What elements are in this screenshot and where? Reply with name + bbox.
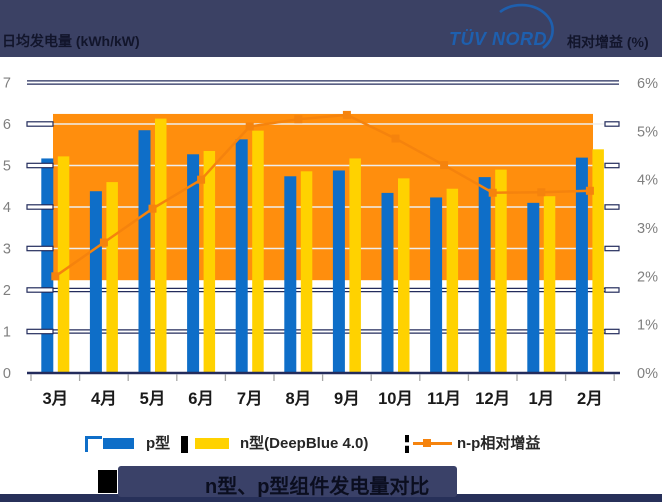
month-label: 8月: [285, 389, 311, 408]
right-axis-title: 相对增益 (%): [567, 34, 649, 50]
right-axis-tick: [604, 121, 620, 127]
right-axis-tick: [604, 204, 620, 210]
legend-n-swatch: [195, 438, 229, 449]
legend-corner-bracket-icon: [85, 436, 102, 452]
p-bar: [235, 139, 248, 373]
n-bar: [106, 182, 118, 373]
left-axis-tick: [26, 328, 54, 335]
p-bar: [575, 157, 588, 373]
p-bar: [430, 197, 443, 373]
left-axis-tick: [26, 204, 54, 210]
left-axis-label: 6: [3, 117, 11, 133]
n-bar: [57, 156, 70, 373]
legend-p-swatch: [103, 438, 134, 449]
left-axis-label: 7: [3, 76, 11, 92]
n-bar: [543, 196, 556, 373]
month-label: 6月: [188, 389, 214, 408]
p-bar: [138, 130, 151, 373]
right-axis-label: 6%: [637, 76, 658, 92]
month-label: 9月: [334, 389, 360, 408]
month-label: 2月: [577, 389, 603, 408]
n-bar: [349, 158, 361, 373]
legend-gain-marker-icon: [423, 439, 431, 447]
gain-marker: [440, 161, 449, 170]
left-axis-title: 日均发电量 (kWh/kW): [2, 33, 140, 49]
month-label: 12月: [475, 389, 510, 408]
gain-marker: [537, 188, 546, 197]
left-axis-label: 0: [3, 366, 11, 382]
right-axis-label: 3%: [637, 221, 658, 237]
left-axis-label: 4: [3, 200, 11, 216]
left-axis-tick: [26, 121, 54, 127]
n-bar: [592, 149, 604, 373]
right-axis-tick: [604, 287, 620, 293]
gain-marker: [488, 188, 497, 197]
gain-marker: [294, 115, 303, 124]
p-bar: [41, 158, 54, 373]
month-label: 7月: [237, 389, 263, 408]
tuv-nord-logo: TÜV NORD: [449, 29, 547, 49]
gain-marker: [391, 134, 400, 143]
right-axis-label: 0%: [637, 366, 658, 382]
right-axis-label: 2%: [637, 269, 658, 285]
logo-arc-path: [499, 3, 554, 50]
title-bar: [118, 466, 457, 497]
p-bar: [381, 192, 394, 373]
left-axis-label: 3: [3, 242, 11, 258]
right-axis-tick: [604, 328, 620, 335]
left-axis-label: 1: [3, 325, 11, 341]
n-bar: [300, 171, 313, 373]
month-label: 4月: [91, 389, 117, 408]
gain-marker: [585, 186, 594, 195]
gain-marker: [99, 238, 108, 247]
bottom-strip: [0, 494, 662, 502]
p-bar: [284, 176, 297, 373]
legend-gain-line-icon: [413, 442, 452, 445]
gain-line: [54, 113, 590, 278]
legend-n-label: n型(DeepBlue 4.0): [240, 435, 369, 452]
title-black-square: [98, 470, 117, 493]
n-bar: [398, 178, 410, 373]
p-bar: [89, 191, 102, 373]
p-bar: [527, 202, 540, 373]
legend-p-label: p型: [146, 435, 171, 452]
left-axis-tick: [26, 287, 54, 293]
p-bar: [332, 170, 345, 373]
right-axis-label: 1%: [637, 318, 658, 334]
left-axis-tick: [26, 245, 54, 252]
gain-marker: [148, 204, 157, 213]
p-bar: [478, 177, 491, 373]
right-axis-tick: [604, 162, 620, 169]
n-bar: [446, 188, 459, 373]
right-axis-label: 5%: [637, 124, 658, 140]
month-label: 1月: [528, 389, 554, 408]
n-bar: [203, 150, 216, 373]
month-label: 10月: [378, 389, 413, 408]
n-bar: [155, 118, 167, 373]
left-axis-label: 2: [3, 283, 11, 299]
p-bar: [187, 154, 200, 373]
chart-title: n型、p型组件发电量对比: [205, 476, 430, 498]
gain-marker: [342, 110, 351, 119]
gain-marker: [51, 272, 60, 281]
legend-gain-label: n-p相对增益: [457, 435, 541, 452]
left-axis-tick: [26, 162, 54, 169]
month-label: 5月: [140, 389, 166, 408]
header-band: 日均发电量 (kWh/kW) TÜV NORD 相对增益 (%): [0, 0, 662, 57]
month-label: 11月: [427, 389, 461, 408]
right-axis-label: 4%: [637, 173, 658, 189]
month-label: 3月: [42, 389, 68, 408]
gain-marker: [197, 175, 206, 184]
n-bar: [252, 130, 264, 373]
right-axis-tick: [604, 245, 620, 252]
gain-marker: [245, 122, 254, 131]
left-axis-label: 5: [3, 159, 11, 175]
legend-dashed-bar-icon: [405, 435, 409, 453]
legend-black-bar-icon: [181, 436, 188, 453]
highlight-band: [53, 113, 593, 281]
tuv-nord-logo-arc: [499, 3, 554, 50]
n-bar: [495, 169, 507, 373]
